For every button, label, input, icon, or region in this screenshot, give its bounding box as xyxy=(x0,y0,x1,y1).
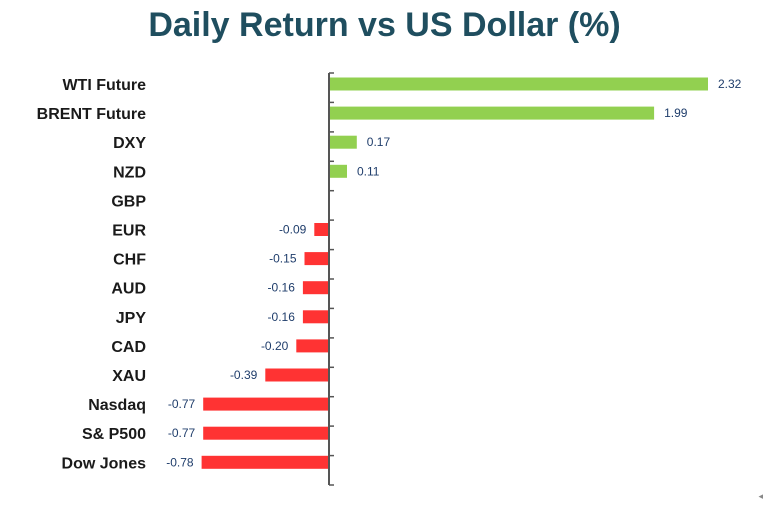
bar-dow-jones xyxy=(201,455,329,469)
value-label: -0.20 xyxy=(261,339,289,353)
value-label: -0.77 xyxy=(168,397,196,411)
value-label: 0.11 xyxy=(357,164,380,178)
bar-brent-future xyxy=(329,106,655,120)
bar-aud xyxy=(302,281,329,295)
value-label: -0.39 xyxy=(230,368,258,382)
bar-wti-future xyxy=(329,77,708,91)
value-label: -0.77 xyxy=(168,426,196,440)
category-label: GBP xyxy=(111,193,146,210)
category-label: BRENT Future xyxy=(37,106,146,123)
bar-nzd xyxy=(329,164,347,178)
category-label: CHF xyxy=(113,252,146,269)
bar-dxy xyxy=(329,135,357,149)
category-label: EUR xyxy=(112,223,146,240)
category-label: JPY xyxy=(116,310,147,327)
bar-nasdaq xyxy=(203,397,329,411)
category-label: WTI Future xyxy=(62,77,146,94)
value-label: 0.17 xyxy=(367,135,391,149)
value-label: -0.16 xyxy=(268,310,296,324)
value-label: -0.78 xyxy=(166,455,194,469)
value-label: -0.09 xyxy=(279,223,307,237)
category-label: Dow Jones xyxy=(62,455,147,472)
bar-eur xyxy=(314,223,329,236)
category-label: Nasdaq xyxy=(88,397,146,414)
bar-xau xyxy=(265,368,329,382)
category-label: AUD xyxy=(111,281,146,298)
chart-title: Daily Return vs US Dollar (%) xyxy=(148,6,621,44)
triangle-left-icon: ◂ xyxy=(758,491,763,501)
bar-s-p500 xyxy=(203,426,329,440)
category-label: DXY xyxy=(113,135,146,152)
bar-chf xyxy=(304,252,329,266)
value-label: -0.15 xyxy=(269,252,297,266)
value-label: -0.16 xyxy=(268,281,296,295)
bar-cad xyxy=(296,339,329,353)
category-label: XAU xyxy=(112,368,146,385)
value-label: 1.99 xyxy=(664,106,688,120)
category-label: NZD xyxy=(113,164,146,181)
value-label: 2.32 xyxy=(718,77,742,91)
bar-jpy xyxy=(302,310,329,324)
category-label: CAD xyxy=(111,339,146,356)
category-label: S& P500 xyxy=(82,426,146,443)
